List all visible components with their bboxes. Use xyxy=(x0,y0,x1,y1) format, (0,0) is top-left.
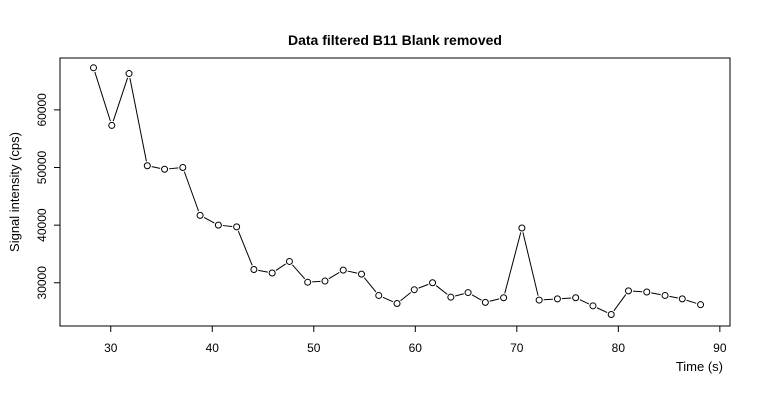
data-point xyxy=(429,279,437,287)
series-line-segment xyxy=(543,298,553,301)
data-point xyxy=(161,165,169,173)
data-point xyxy=(375,291,383,299)
data-point xyxy=(447,293,455,301)
x-tick-label: 40 xyxy=(206,341,220,355)
series-line-segment xyxy=(522,232,539,296)
series-line-segment xyxy=(613,294,627,312)
data-point xyxy=(553,295,561,303)
chart-title: Data filtered B11 Blank removed xyxy=(288,32,502,48)
data-point xyxy=(214,221,222,229)
x-tick-label: 60 xyxy=(409,341,423,355)
data-point xyxy=(233,223,241,231)
data-point xyxy=(304,278,312,286)
data-point xyxy=(661,291,669,299)
data-point xyxy=(518,224,526,232)
series-line-segment xyxy=(203,217,215,224)
series-line-segment xyxy=(455,293,464,297)
y-tick-label: 30000 xyxy=(35,266,49,300)
series-line-segment xyxy=(632,290,643,293)
data-point xyxy=(500,294,508,302)
series-line-segment xyxy=(168,167,179,170)
series-line-segment xyxy=(275,263,286,271)
x-tick-label: 80 xyxy=(612,341,626,355)
x-tick-label: 50 xyxy=(307,341,321,355)
series-line-segment xyxy=(292,264,306,280)
data-point xyxy=(410,286,418,294)
data-point xyxy=(464,289,472,297)
series-line-segment xyxy=(328,271,340,280)
series-line-segment xyxy=(686,299,697,304)
data-point xyxy=(607,310,615,318)
series-line-segment xyxy=(112,77,129,122)
y-tick-label: 40000 xyxy=(35,208,49,242)
series-line-segment xyxy=(651,292,661,296)
series-line-segment xyxy=(222,225,233,227)
data-point xyxy=(643,288,651,296)
series-line-segment xyxy=(237,230,253,266)
series-line-segment xyxy=(561,297,572,300)
series-line-segment xyxy=(400,292,412,302)
x-tick-label: 70 xyxy=(510,341,524,355)
series-line-segment xyxy=(347,270,358,274)
x-tick-label: 90 xyxy=(713,341,727,355)
series-line-segment xyxy=(596,307,608,314)
data-point xyxy=(125,70,133,78)
plot-frame xyxy=(59,57,731,327)
data-point xyxy=(535,296,543,304)
series-line-segment xyxy=(471,294,482,301)
series-line-segment xyxy=(94,71,111,122)
series-line-segment xyxy=(504,232,522,294)
data-point xyxy=(268,269,276,277)
y-tick-label: 60000 xyxy=(35,93,49,127)
data-point xyxy=(358,270,365,278)
x-axis: 30 40 50 60 70 80 90 xyxy=(104,325,727,355)
data-point xyxy=(321,277,329,285)
data-point xyxy=(393,300,401,308)
data-point xyxy=(90,64,97,72)
data-point xyxy=(339,266,347,274)
data-point xyxy=(589,302,597,310)
data-point xyxy=(196,211,204,219)
series-line-segment xyxy=(183,171,200,212)
data-point xyxy=(572,294,580,302)
series-line-segment xyxy=(382,296,394,303)
data-point xyxy=(678,295,686,303)
series-line-segment xyxy=(435,285,448,295)
series-line-segment xyxy=(669,295,678,299)
data-point xyxy=(624,287,632,295)
data-point xyxy=(108,121,116,129)
data-point xyxy=(285,257,293,265)
data-point xyxy=(697,301,705,309)
data-point xyxy=(250,266,258,274)
series-layer xyxy=(90,64,705,318)
series-line-segment xyxy=(129,77,147,162)
series-line-segment xyxy=(489,298,500,302)
series-line-segment xyxy=(579,299,590,305)
data-point xyxy=(481,298,489,306)
y-tick-label: 50000 xyxy=(35,150,49,184)
series-line-segment xyxy=(151,166,161,169)
x-tick-label: 30 xyxy=(104,341,118,355)
x-axis-label: Time (s) xyxy=(676,359,723,374)
series-line-segment xyxy=(258,269,268,273)
y-axis-label: Signal intensity (cps) xyxy=(7,132,22,252)
series-line-segment xyxy=(418,283,429,289)
y-axis: 30000 40000 50000 60000 xyxy=(35,93,61,300)
data-point xyxy=(143,162,151,170)
series-line-segment xyxy=(363,277,377,293)
data-point xyxy=(179,164,187,172)
series-line-segment xyxy=(312,280,321,283)
